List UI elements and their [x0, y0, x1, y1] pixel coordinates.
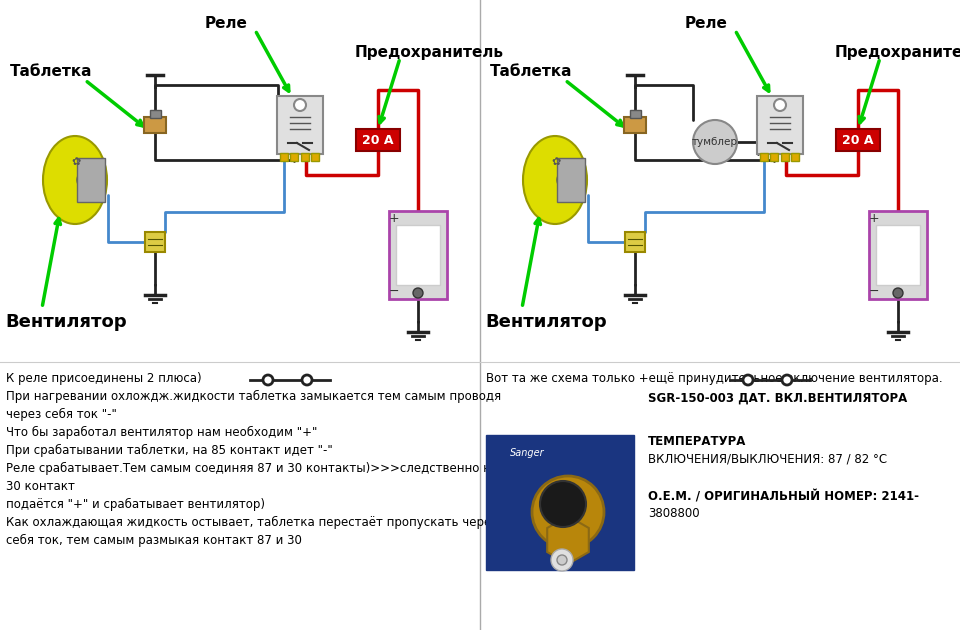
Bar [630, 110, 640, 118]
Text: Вентилятор: Вентилятор [5, 313, 127, 331]
Circle shape [557, 170, 577, 190]
Text: О.Е.М. / ОРИГИНАЛЬНЫЙ НОМЕР: 2141-: О.Е.М. / ОРИГИНАЛЬНЫЙ НОМЕР: 2141- [648, 490, 919, 503]
Text: Sanger: Sanger [510, 448, 544, 458]
Text: −: − [389, 285, 399, 297]
Bar [486, 435, 634, 570]
Bar [781, 153, 789, 161]
Bar [277, 96, 323, 154]
Circle shape [551, 549, 573, 571]
Circle shape [893, 288, 903, 298]
Circle shape [413, 288, 423, 298]
Text: Таблетка: Таблетка [10, 64, 92, 79]
Bar [791, 153, 799, 161]
Text: Что бы заработал вентилятор нам необходим "+": Что бы заработал вентилятор нам необходи… [6, 426, 318, 439]
Circle shape [743, 375, 753, 385]
Text: себя ток, тем самым размыкая контакт 87 и 30: себя ток, тем самым размыкая контакт 87 … [6, 534, 301, 547]
Text: +: + [389, 212, 399, 226]
Bar [396, 225, 440, 285]
Bar [280, 153, 288, 161]
Text: Реле: Реле [205, 16, 248, 30]
Ellipse shape [43, 136, 107, 224]
Text: 20 А: 20 А [362, 134, 394, 147]
Text: ✿: ✿ [551, 157, 561, 167]
Bar [389, 211, 447, 299]
Text: Вентилятор: Вентилятор [485, 313, 607, 331]
Text: При срабатывании таблетки, на 85 контакт идет "-": При срабатывании таблетки, на 85 контакт… [6, 444, 333, 457]
Text: Предохранитель: Предохранитель [355, 45, 504, 59]
Text: Реле: Реле [685, 16, 728, 30]
Circle shape [263, 375, 273, 385]
Text: 3808800: 3808800 [648, 507, 700, 520]
Bar [757, 96, 803, 154]
Text: 20 А: 20 А [842, 134, 874, 147]
Polygon shape [547, 516, 588, 564]
Bar [876, 225, 920, 285]
Bar [625, 232, 645, 252]
Text: через себя ток "-": через себя ток "-" [6, 408, 117, 421]
Text: тумблер: тумблер [692, 137, 738, 147]
Text: −: − [869, 285, 879, 297]
Circle shape [77, 170, 97, 190]
Bar [869, 211, 927, 299]
Text: 30 контакт: 30 контакт [6, 480, 75, 493]
Ellipse shape [523, 136, 587, 224]
Text: Предохранитель: Предохранитель [835, 45, 960, 59]
Circle shape [557, 555, 567, 565]
Circle shape [774, 99, 786, 111]
Text: При нагревании охлождж.жидкости таблетка замыкается тем самым проводя: При нагревании охлождж.жидкости таблетка… [6, 390, 501, 403]
Bar [150, 110, 160, 118]
Text: Реле срабатывает.Тем самым соединяя 87 и 30 контакты)>>>следственно на: Реле срабатывает.Тем самым соединяя 87 и… [6, 462, 498, 475]
Bar [770, 153, 778, 161]
Text: подаётся "+" и срабатывает вентилятор): подаётся "+" и срабатывает вентилятор) [6, 498, 265, 511]
Circle shape [532, 476, 604, 548]
Bar [77, 158, 105, 202]
Text: ✿: ✿ [71, 157, 81, 167]
Text: ВКЛЮЧЕНИЯ/ВЫКЛЮЧЕНИЯ: 87 / 82 °С: ВКЛЮЧЕНИЯ/ВЫКЛЮЧЕНИЯ: 87 / 82 °С [648, 452, 887, 465]
Bar [760, 153, 768, 161]
Circle shape [302, 375, 312, 385]
Bar [836, 129, 880, 151]
Bar [145, 232, 165, 252]
Bar [624, 117, 646, 133]
Bar [557, 158, 585, 202]
Bar [311, 153, 319, 161]
Bar [144, 117, 166, 133]
Circle shape [693, 120, 737, 164]
Text: Вот та же схема только +ещё принудительное включение вентилятора.: Вот та же схема только +ещё принудительн… [486, 372, 943, 385]
Text: Как охлаждающая жидкость остывает, таблетка перестаёт пропускать через: Как охлаждающая жидкость остывает, табле… [6, 516, 497, 529]
Bar [301, 153, 309, 161]
Circle shape [294, 99, 306, 111]
Text: К реле присоединены 2 плюса): К реле присоединены 2 плюса) [6, 372, 202, 385]
Text: Таблетка: Таблетка [490, 64, 572, 79]
Bar [290, 153, 298, 161]
Circle shape [540, 481, 586, 527]
Circle shape [782, 375, 792, 385]
Text: +: + [869, 212, 879, 226]
Text: SGR-150-003 ДАТ. ВКЛ.ВЕНТИЛЯТОРА: SGR-150-003 ДАТ. ВКЛ.ВЕНТИЛЯТОРА [648, 392, 907, 405]
Bar [356, 129, 400, 151]
Text: ТЕМПЕРАТУРА: ТЕМПЕРАТУРА [648, 435, 746, 448]
